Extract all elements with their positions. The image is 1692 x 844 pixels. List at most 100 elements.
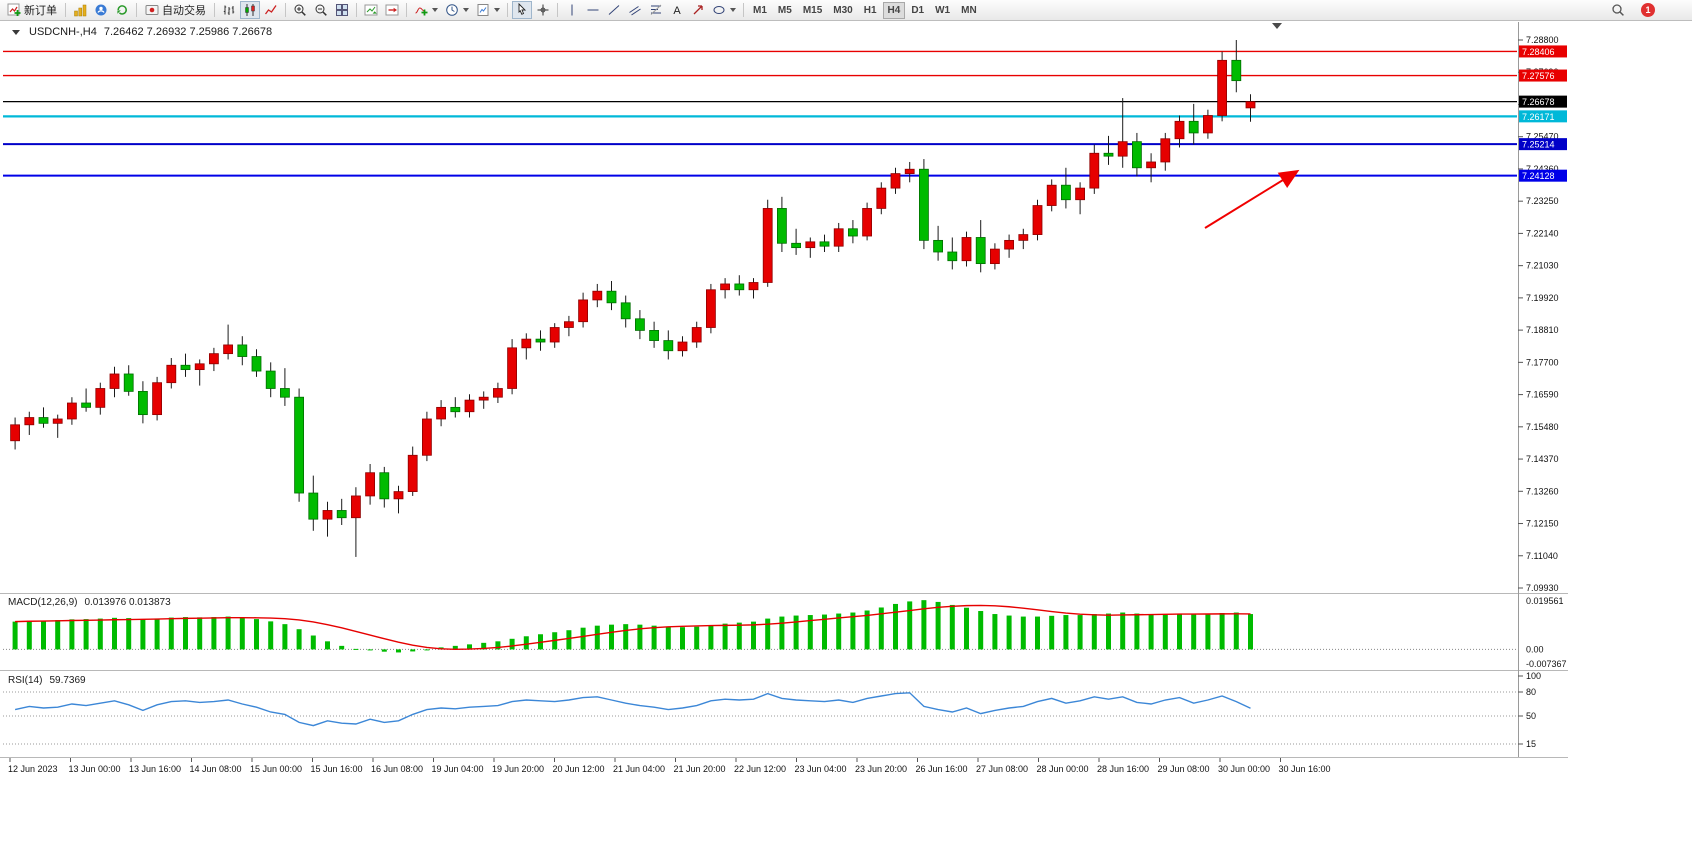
candle-body [393, 491, 404, 500]
chart-header: USDCNH-,H4 7.26462 7.26932 7.25986 7.266… [12, 26, 272, 38]
price-line-badge-label: 7.26678 [1522, 97, 1555, 107]
candle-body [109, 373, 120, 389]
price-axis-label: 7.12150 [1526, 519, 1559, 529]
macd-histogram-bar [793, 615, 799, 650]
rsi-axis-label: 80 [1526, 687, 1536, 697]
chart-shift-button[interactable] [382, 1, 402, 19]
candle-body [805, 241, 816, 249]
macd-axis-label: 0.019561 [1526, 596, 1564, 606]
candle-body [1217, 59, 1227, 116]
timeframe-h1[interactable]: H1 [863, 4, 877, 16]
macd-histogram-bar [367, 649, 373, 651]
candle-body [975, 237, 986, 265]
price-axis-label: 7.13260 [1526, 486, 1559, 496]
notification-badge[interactable]: 1 [1641, 3, 1655, 17]
chart-ohlc-values: 7.26462 7.26932 7.25986 7.26678 [103, 26, 273, 38]
macd-histogram-bar [396, 649, 401, 653]
autotrade-button[interactable]: 自动交易 [141, 1, 210, 19]
timeframe-m1[interactable]: M1 [753, 4, 767, 16]
zoom-out-button[interactable] [311, 1, 331, 19]
candle-body [10, 424, 21, 442]
indicators-button[interactable] [411, 1, 441, 19]
profile-button[interactable] [91, 1, 111, 19]
vertical-line-button[interactable] [562, 1, 582, 19]
toolbar-separator [507, 3, 508, 17]
timeframe-mn[interactable]: MN [961, 4, 977, 16]
zoom-in-button[interactable] [290, 1, 310, 19]
price-line-badge-label: 7.26171 [1522, 112, 1555, 122]
timeframe-d1[interactable]: D1 [911, 4, 925, 16]
macd-histogram-bar [140, 619, 146, 650]
candle-body [379, 472, 390, 500]
price-axis-label: 7.22140 [1526, 228, 1559, 238]
crosshair-button[interactable] [533, 1, 553, 19]
autotrade-icon [145, 5, 159, 15]
time-axis-label: 12 Jun 2023 [8, 764, 58, 774]
text-tool-button[interactable]: A [667, 1, 687, 19]
macd-histogram-bar [183, 617, 188, 650]
timeframe-m15[interactable]: M15 [802, 4, 823, 16]
macd-histogram-bar [566, 630, 572, 650]
macd-histogram-bar [410, 649, 416, 652]
rsi-name: RSI(14) [8, 675, 43, 686]
candle-body [1231, 59, 1242, 82]
price-line-badge [1519, 169, 1567, 182]
candlestick-button[interactable] [240, 1, 260, 19]
timeframe-w1[interactable]: W1 [935, 4, 951, 16]
candle-body [194, 363, 205, 371]
price-axis-label: 7.17700 [1526, 357, 1559, 367]
time-axis-label: 29 Jun 08:00 [1158, 764, 1210, 774]
channel-button[interactable] [625, 1, 645, 19]
rsi-line [14, 692, 1251, 727]
charts-button[interactable] [70, 1, 90, 19]
text-tool-glyph: A [673, 5, 681, 17]
macd-histogram-bar [467, 644, 472, 650]
candle-body [294, 396, 305, 494]
new-order-label: 新订单 [24, 5, 57, 17]
candle-body [1089, 152, 1100, 189]
candle-body [1061, 184, 1071, 201]
horizontal-line-button[interactable] [583, 1, 603, 19]
new-order-button[interactable]: 新订单 [3, 1, 61, 19]
macd-axis-label: -0.007367 [1526, 659, 1567, 669]
fibonacci-button[interactable] [646, 1, 666, 19]
line-chart-button[interactable] [261, 1, 281, 19]
refresh-button[interactable] [112, 1, 132, 19]
toolbar-separator [65, 3, 66, 17]
timeframe-h4[interactable]: H4 [882, 1, 906, 19]
auto-scroll-icon [364, 4, 378, 16]
profile-icon [95, 4, 107, 16]
cursor-button[interactable] [512, 1, 532, 19]
bar-chart-button[interactable] [219, 1, 239, 19]
macd-histogram-bar [935, 601, 941, 650]
candle-body [663, 340, 674, 352]
horizontal-line-icon [587, 9, 599, 11]
templates-button[interactable] [473, 1, 503, 19]
arrows-tool-button[interactable] [688, 1, 708, 19]
periods-button[interactable] [442, 1, 472, 19]
candle-body [1046, 184, 1057, 206]
trend-arrow-annotation[interactable] [1204, 169, 1300, 229]
macd-signal-line [15, 604, 1251, 650]
macd-histogram-bar [1134, 613, 1140, 650]
candle-body [677, 341, 688, 352]
tile-windows-button[interactable] [332, 1, 352, 19]
candle-body [1117, 141, 1128, 157]
trendline-button[interactable] [604, 1, 624, 19]
time-axis-label: 23 Jun 20:00 [855, 764, 907, 774]
shapes-button[interactable] [709, 1, 739, 19]
time-axis-label: 20 Jun 12:00 [553, 764, 605, 774]
timeframe-m5[interactable]: M5 [777, 4, 792, 16]
price-axis-label: 7.25470 [1526, 132, 1559, 142]
auto-scroll-button[interactable] [361, 1, 381, 19]
time-axis-label: 28 Jun 00:00 [1037, 764, 1089, 774]
rsi-value: 59.7369 [49, 675, 86, 686]
one-click-trading-toggle-icon[interactable] [12, 29, 20, 35]
search-button[interactable] [1608, 1, 1628, 19]
macd-histogram-bar [381, 649, 387, 652]
candle-body [407, 454, 418, 492]
time-axis-label: 30 Jun 00:00 [1218, 764, 1270, 774]
chart-shift-marker-icon[interactable] [1272, 23, 1282, 29]
timeframe-m30[interactable]: M30 [833, 4, 853, 16]
